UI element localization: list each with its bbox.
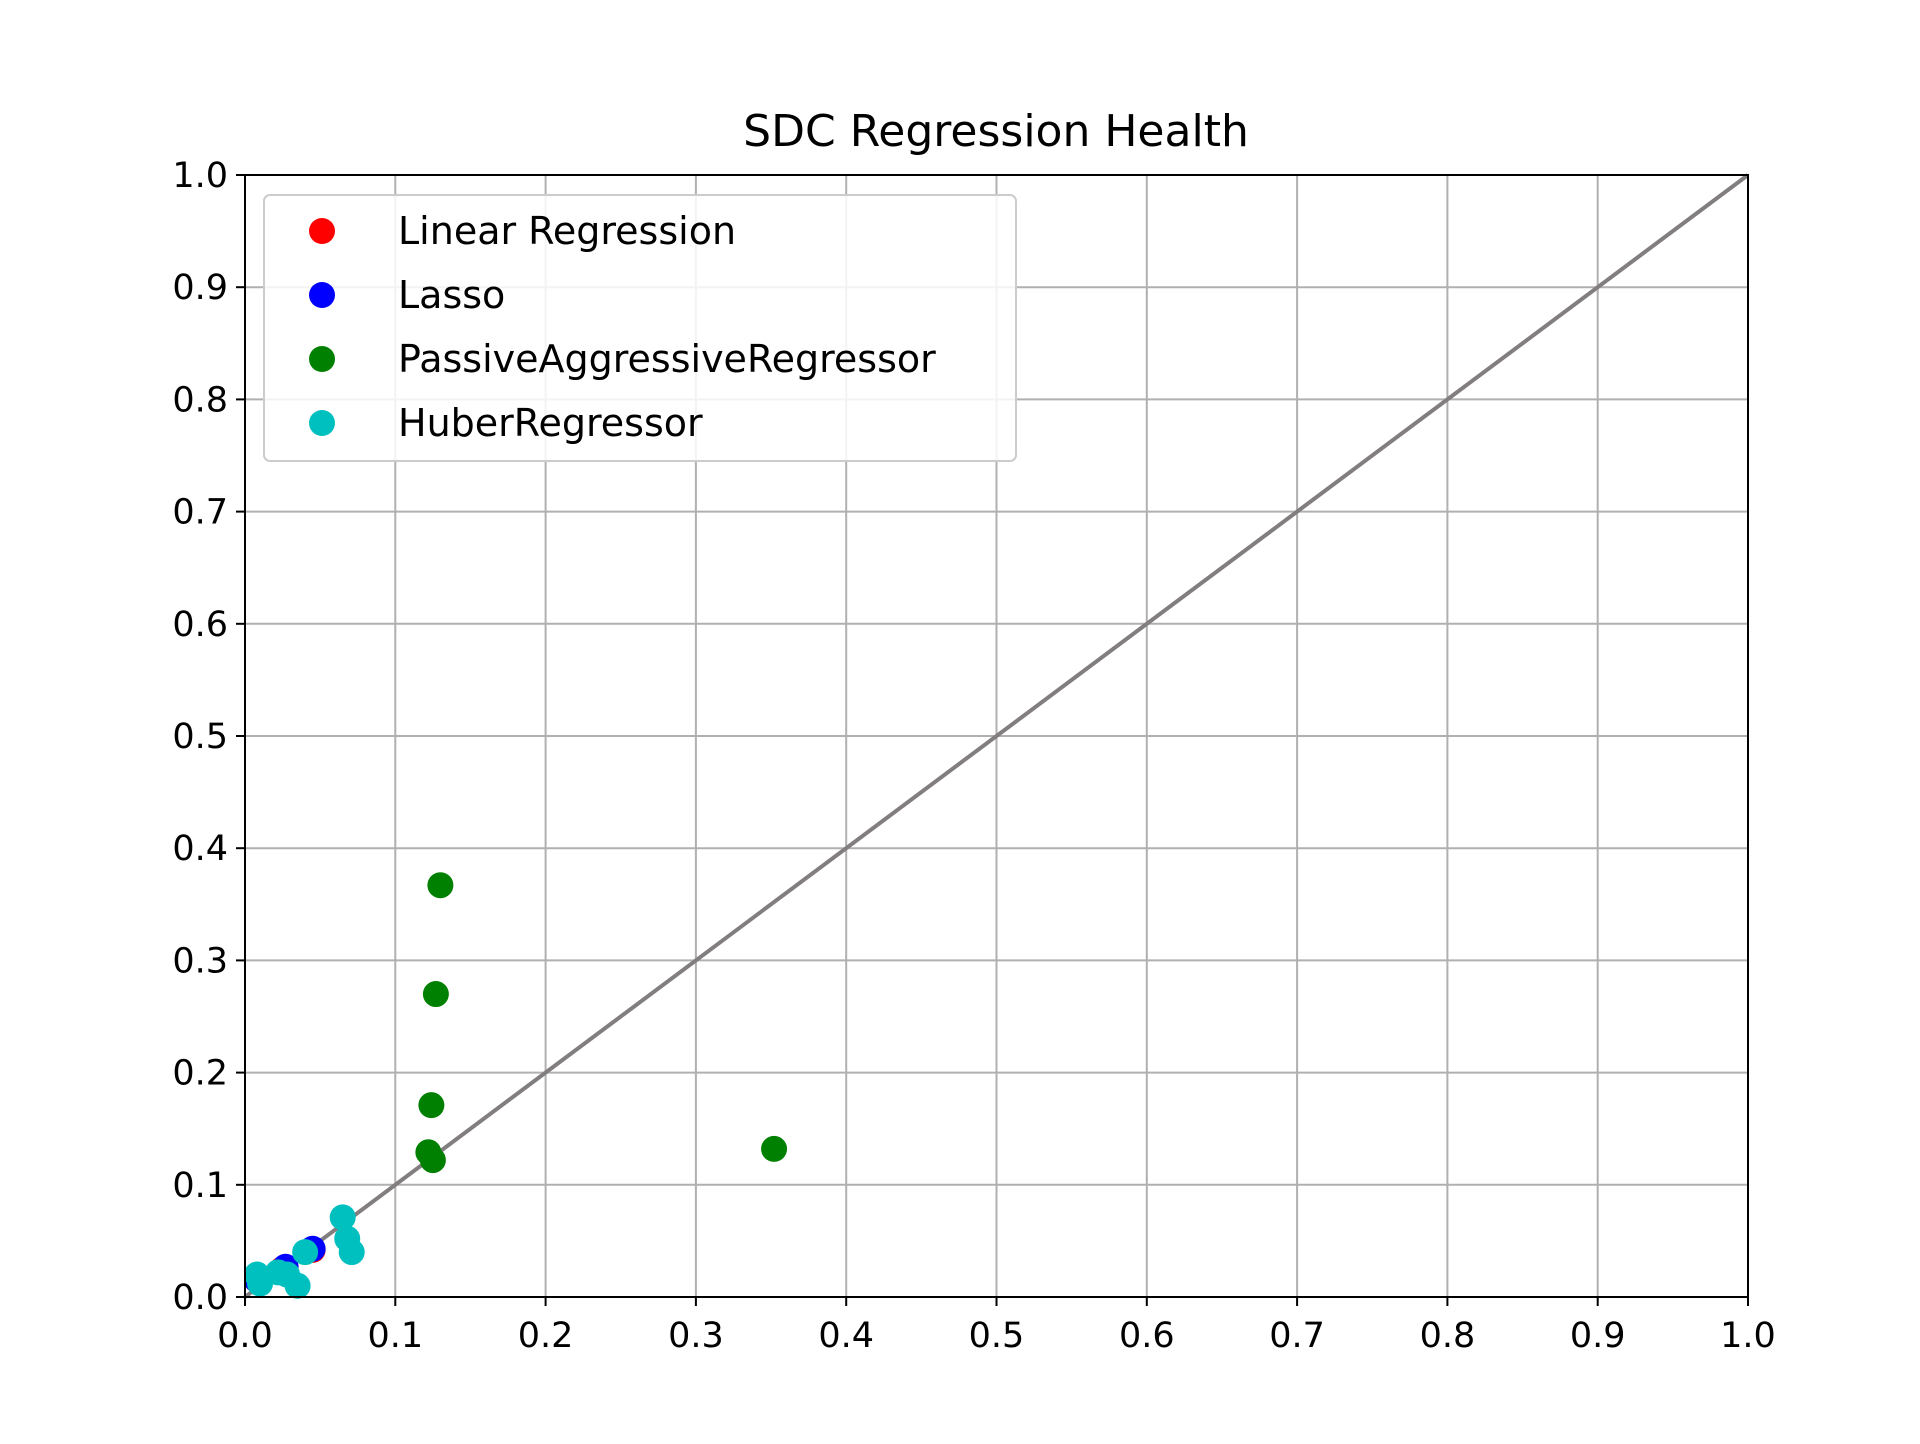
passiveaggressiveregressor-point: [427, 872, 454, 899]
passiveaggressiveregressor-point: [761, 1135, 788, 1162]
x-tick-label: 0.9: [1570, 1316, 1626, 1356]
legend-marker: [309, 410, 335, 436]
x-tick-label: 0.5: [969, 1316, 1025, 1356]
x-tick-label: 0.2: [518, 1316, 574, 1356]
chart-title: SDC Regression Health: [743, 106, 1249, 157]
reference-line: [243, 173, 1750, 1299]
data-points: [244, 872, 788, 1299]
x-tick-label: 1.0: [1720, 1316, 1776, 1356]
legend-label: PassiveAggressiveRegressor: [398, 337, 936, 381]
x-tick-label: 0.0: [217, 1316, 273, 1356]
huberregressor-point: [329, 1204, 356, 1231]
x-tick-label: 0.4: [818, 1316, 874, 1356]
huberregressor-point: [292, 1239, 319, 1266]
x-tick-label: 0.1: [367, 1316, 423, 1356]
legend-marker: [309, 282, 335, 308]
legend-label: Lasso: [398, 273, 505, 317]
legend: Linear Regression Lasso PassiveAggressiveR…: [263, 194, 1017, 462]
y-tick-label: 0.3: [172, 941, 228, 981]
x-tick-label: 0.8: [1420, 1316, 1476, 1356]
y-tick-label: 0.7: [172, 493, 228, 533]
passiveaggressiveregressor-point: [418, 1092, 445, 1119]
passiveaggressiveregressor-point: [419, 1147, 446, 1174]
y-tick-label: 0.2: [172, 1054, 228, 1094]
x-tick-label: 0.3: [668, 1316, 724, 1356]
passiveaggressiveregressor-point: [422, 981, 449, 1008]
y-tick-label: 0.8: [172, 380, 228, 420]
y-tick-label: 0.1: [172, 1166, 228, 1206]
y-tick-label: 0.0: [172, 1278, 228, 1318]
legend-marker: [309, 346, 335, 372]
x-tick-label: 0.7: [1269, 1316, 1325, 1356]
huberregressor-point: [284, 1272, 311, 1299]
legend-marker: [309, 218, 335, 244]
reference-line-layer: [243, 173, 1750, 1299]
legend-label: HuberRegressor: [398, 401, 703, 445]
x-tick-label: 0.6: [1119, 1316, 1175, 1356]
y-tick-label: 0.5: [172, 717, 228, 757]
legend-label: Linear Regression: [398, 209, 736, 253]
huberregressor-point: [338, 1239, 365, 1266]
axis-ticks: 0.0 0.1 0.2 0.3 0.4 0.5 0.6 0.7 0.8 0.9 1.0 0.0 0.1 0…: [172, 156, 1776, 1356]
y-tick-label: 0.4: [172, 829, 228, 869]
y-tick-label: 0.6: [172, 605, 228, 645]
y-tick-label: 1.0: [172, 156, 228, 196]
y-tick-label: 0.9: [172, 268, 228, 308]
legend-box: [263, 194, 1017, 462]
